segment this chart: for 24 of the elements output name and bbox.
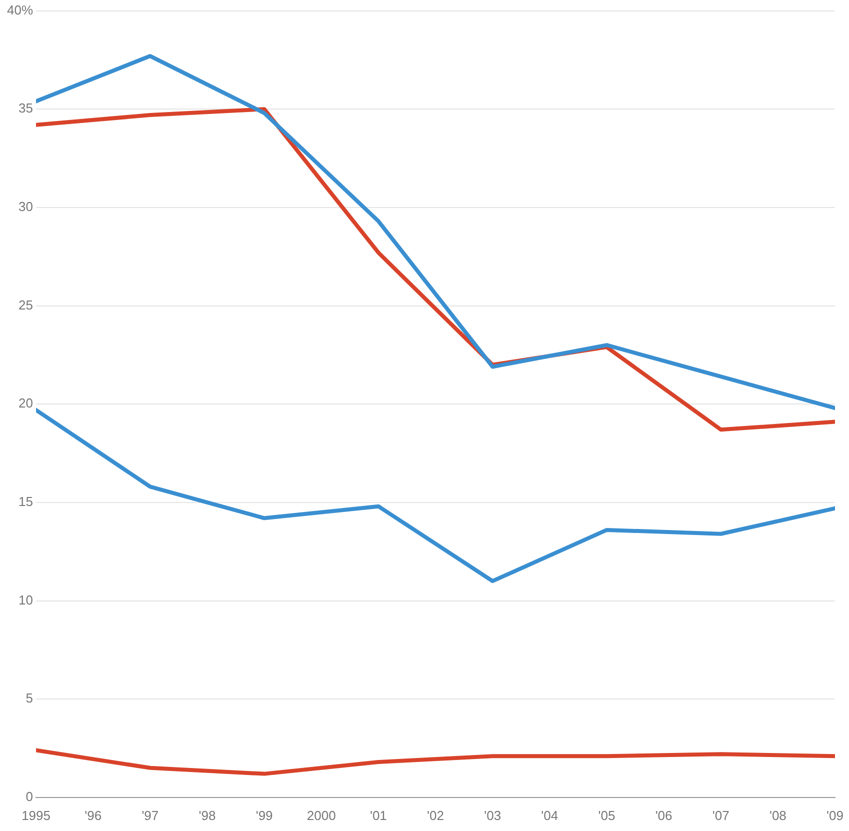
x-tick-label: '08 [769, 808, 786, 823]
x-tick-label: '04 [541, 808, 558, 823]
y-tick-label: 30 [18, 199, 34, 214]
x-tick-label: '96 [84, 808, 102, 823]
x-tick-label: '99 [256, 808, 273, 823]
y-tick-label: 40% [6, 2, 34, 18]
x-tick-label: '03 [484, 808, 502, 823]
x-tick-label: 2000 [306, 808, 336, 823]
y-tick-label: 10 [18, 592, 34, 608]
y-tick-label: 0 [26, 788, 34, 804]
x-tick-label: '98 [198, 808, 216, 823]
x-tick-label: '07 [712, 808, 730, 823]
x-tick-label: '06 [655, 808, 672, 823]
x-tick-label: '01 [370, 808, 387, 823]
y-tick-label: 15 [18, 494, 34, 510]
y-tick-label: 20 [18, 396, 34, 411]
x-tick-label: 1995 [22, 808, 50, 823]
x-tick-label: '05 [598, 808, 616, 823]
y-tick-label: 25 [18, 297, 34, 312]
x-tick-label: '97 [142, 808, 159, 823]
x-tick-label: '09 [826, 808, 844, 823]
y-tick-label: 5 [26, 690, 34, 706]
y-tick-label: 35 [18, 100, 34, 116]
x-tick-label: '02 [427, 808, 444, 823]
